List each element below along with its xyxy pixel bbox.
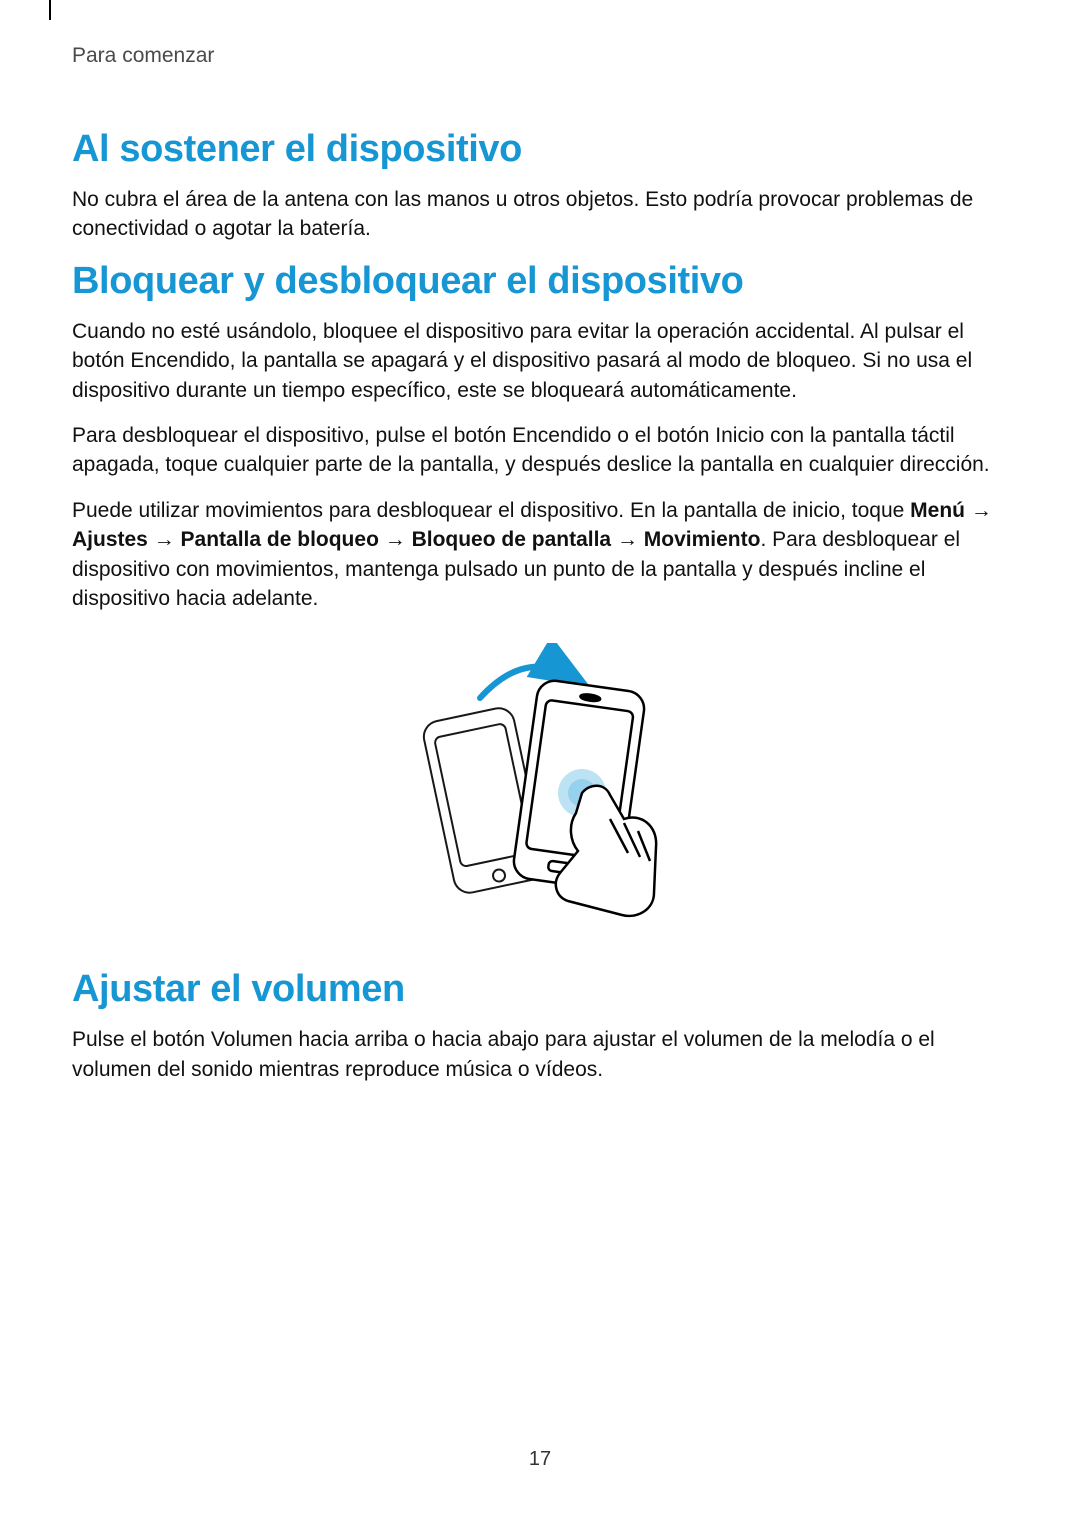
arrow-separator: → (965, 499, 992, 522)
menu-path-item: Bloqueo de pantalla (412, 528, 612, 551)
paragraph: No cubra el área de la antena con las ma… (72, 185, 1008, 244)
heading-lock-unlock: Bloquear y desbloquear el dispositivo (72, 260, 1008, 303)
arrow-separator: → (611, 528, 644, 551)
phone-tilt-icon (410, 643, 670, 923)
heading-adjust-volume: Ajustar el volumen (72, 968, 1008, 1011)
menu-path-item: Menú (910, 499, 965, 522)
manual-page: Para comenzar Al sostener el dispositivo… (0, 0, 1080, 1084)
menu-path-item: Ajustes (72, 528, 148, 551)
menu-path-item: Pantalla de bloqueo (181, 528, 379, 551)
paragraph: Para desbloquear el dispositivo, pulse e… (72, 421, 1008, 480)
page-edge-marker (49, 0, 51, 20)
text: Puede utilizar movimientos para desbloqu… (72, 499, 910, 522)
arrow-separator: → (379, 528, 412, 551)
tilt-gesture-illustration (72, 643, 1008, 928)
breadcrumb: Para comenzar (72, 44, 1008, 68)
menu-path-item: Movimiento (644, 528, 761, 551)
paragraph-menu-path: Puede utilizar movimientos para desbloqu… (72, 496, 1008, 614)
arrow-separator: → (148, 528, 181, 551)
heading-holding-device: Al sostener el dispositivo (72, 128, 1008, 171)
paragraph: Cuando no esté usándolo, bloquee el disp… (72, 317, 1008, 405)
page-number: 17 (0, 1448, 1080, 1471)
paragraph: Pulse el botón Volumen hacia arriba o ha… (72, 1025, 1008, 1084)
